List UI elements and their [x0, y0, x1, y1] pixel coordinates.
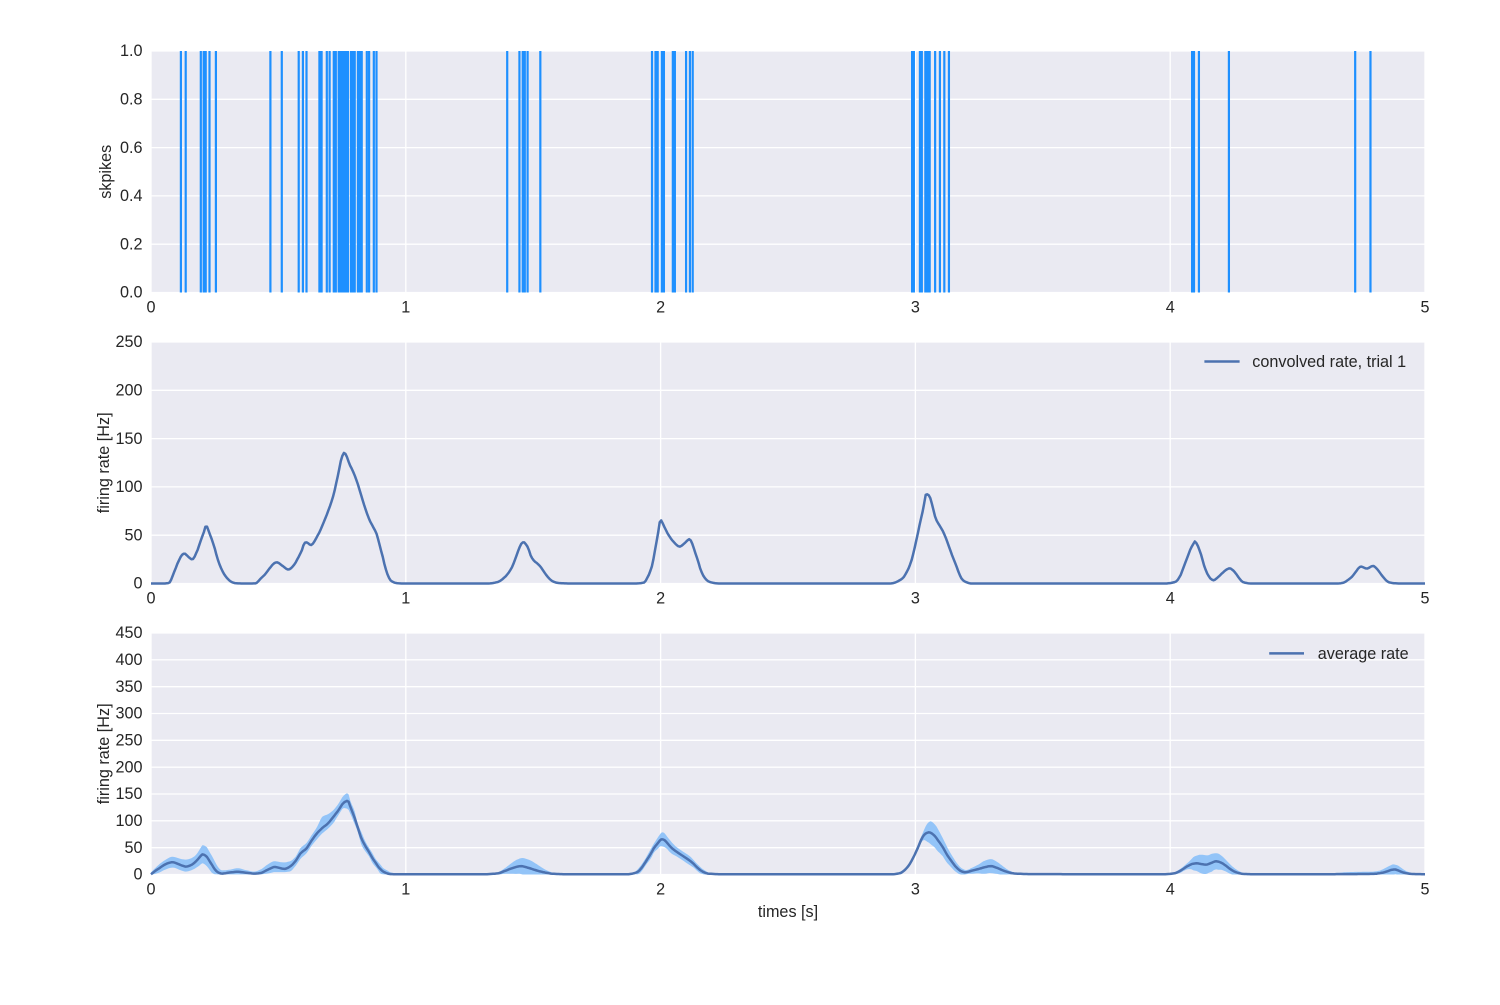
svg-text:1: 1 — [401, 881, 410, 899]
svg-text:0: 0 — [133, 866, 142, 884]
svg-text:5: 5 — [1420, 881, 1429, 899]
svg-text:1: 1 — [401, 590, 410, 608]
svg-text:2: 2 — [656, 881, 665, 899]
svg-text:4: 4 — [1166, 881, 1175, 899]
svg-text:150: 150 — [115, 430, 142, 448]
svg-text:5: 5 — [1420, 590, 1429, 608]
svg-text:times [s]: times [s] — [758, 903, 818, 921]
svg-text:0: 0 — [146, 299, 155, 317]
svg-text:1.0: 1.0 — [120, 42, 143, 60]
svg-text:0.6: 0.6 — [120, 139, 143, 157]
svg-text:2: 2 — [656, 299, 665, 317]
svg-text:1: 1 — [401, 299, 410, 317]
svg-text:4: 4 — [1166, 590, 1175, 608]
svg-text:300: 300 — [115, 705, 142, 723]
svg-text:average rate: average rate — [1318, 645, 1409, 663]
svg-text:firing rate [Hz]: firing rate [Hz] — [95, 412, 113, 513]
svg-text:3: 3 — [911, 299, 920, 317]
svg-text:250: 250 — [115, 732, 142, 750]
svg-text:100: 100 — [115, 812, 142, 830]
svg-text:0: 0 — [133, 575, 142, 593]
svg-text:4: 4 — [1166, 299, 1175, 317]
svg-text:50: 50 — [124, 839, 142, 857]
svg-text:150: 150 — [115, 785, 142, 803]
svg-text:3: 3 — [911, 881, 920, 899]
svg-text:5: 5 — [1420, 299, 1429, 317]
svg-text:3: 3 — [911, 590, 920, 608]
svg-text:0.0: 0.0 — [120, 284, 143, 302]
svg-text:0.2: 0.2 — [120, 235, 143, 253]
svg-text:2: 2 — [656, 590, 665, 608]
svg-text:350: 350 — [115, 678, 142, 696]
svg-text:250: 250 — [115, 333, 142, 351]
svg-text:0: 0 — [146, 590, 155, 608]
svg-text:450: 450 — [115, 624, 142, 642]
svg-text:200: 200 — [115, 382, 142, 400]
svg-text:convolved rate, trial 1: convolved rate, trial 1 — [1252, 353, 1406, 371]
svg-text:50: 50 — [124, 526, 142, 544]
svg-text:0: 0 — [146, 881, 155, 899]
svg-text:0.8: 0.8 — [120, 91, 143, 109]
svg-text:0.4: 0.4 — [120, 187, 143, 205]
svg-text:100: 100 — [115, 478, 142, 496]
svg-text:200: 200 — [115, 758, 142, 776]
svg-text:400: 400 — [115, 651, 142, 669]
svg-text:firing rate [Hz]: firing rate [Hz] — [95, 703, 113, 804]
svg-text:skpikes: skpikes — [97, 145, 115, 199]
